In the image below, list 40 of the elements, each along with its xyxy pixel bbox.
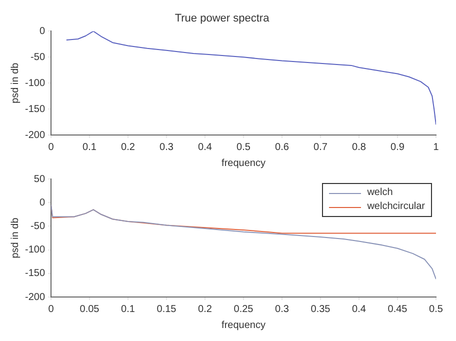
x-tick-label: 0.1 <box>82 142 97 153</box>
y-tick-label: -50 <box>30 220 46 232</box>
y-tick-label: 0 <box>39 26 46 37</box>
x-tick-label: 0.25 <box>234 304 254 315</box>
x-tick-label: 0.2 <box>121 142 136 153</box>
x-tick-label: 0.2 <box>198 304 212 315</box>
chart-title: True power spectra <box>174 12 270 25</box>
x-tick-label: 0 <box>48 142 54 153</box>
y-tick-label: -100 <box>25 244 46 256</box>
x-tick-label: 1 <box>433 142 440 153</box>
x-tick-label: 0.9 <box>390 142 405 153</box>
x-axis-title: frequency <box>222 320 266 331</box>
y-axis-title: psd in db <box>10 217 21 258</box>
y-tick-label: -200 <box>25 292 46 303</box>
y-tick-label: -150 <box>25 104 46 115</box>
x-tick-label: 0.05 <box>80 304 100 315</box>
x-tick-label: 0.45 <box>388 304 408 315</box>
x-tick-label: 0.15 <box>156 304 177 315</box>
x-tick-label: 0.3 <box>275 304 290 315</box>
y-axis-title: psd in db <box>10 62 21 104</box>
y-tick-label: -50 <box>30 52 46 63</box>
x-tick-label: 0 <box>48 304 54 315</box>
x-tick-label: 0.1 <box>121 304 136 315</box>
x-tick-label: 0.8 <box>352 142 366 153</box>
x-tick-label: 0.5 <box>429 304 444 315</box>
y-tick-label: -100 <box>25 78 46 89</box>
x-tick-label: 0.5 <box>236 142 251 153</box>
y-tick-label: -200 <box>25 130 46 141</box>
x-tick-label: 0.4 <box>352 304 366 315</box>
x-tick-label: 0.7 <box>314 142 328 153</box>
x-axis-title: frequency <box>222 158 266 169</box>
legend-label: welch <box>367 186 393 200</box>
legend-label: welchcircular <box>367 200 425 214</box>
x-tick-label: 0.35 <box>310 304 331 315</box>
y-tick-label: -150 <box>25 268 46 280</box>
y-tick-label: 50 <box>34 174 46 185</box>
x-tick-label: 0.4 <box>198 142 212 153</box>
x-tick-label: 0.3 <box>160 142 174 153</box>
y-tick-label: 0 <box>39 197 46 208</box>
x-tick-label: 0.6 <box>275 142 290 153</box>
